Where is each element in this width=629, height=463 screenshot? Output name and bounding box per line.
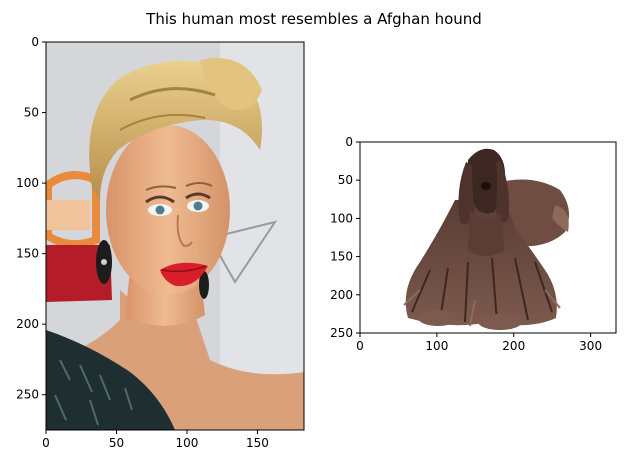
human-ytick-label: 100 [16, 176, 39, 190]
human-xtick-label: 50 [109, 436, 124, 450]
dog-ytick-label: 200 [330, 288, 353, 302]
dog-photo [360, 142, 616, 333]
axes-human: 0 50 100 150 0 50 100 150 200 250 [16, 35, 305, 450]
dog-xtick-label: 200 [502, 339, 525, 353]
dog-ytick-label: 150 [330, 250, 353, 264]
dog-front-paw [418, 310, 458, 326]
banner-red-block [46, 245, 112, 302]
dog-xtick-label: 100 [425, 339, 448, 353]
human-ytick-label: 200 [16, 317, 39, 331]
human-ytick-label: 250 [16, 388, 39, 402]
axes-human-frame [45, 41, 305, 431]
axes-dog-yticks: 0 50 100 150 200 250 [330, 135, 360, 340]
axes-dog-xticks: 0 100 200 300 [356, 333, 602, 353]
banner-orange-logo [46, 171, 100, 249]
dog-ytick-label: 100 [330, 211, 353, 225]
dog-head [467, 148, 506, 214]
dress [46, 330, 175, 430]
dog-xtick-label: 0 [356, 339, 364, 353]
axes-human-xticks: 0 50 100 150 [42, 430, 269, 450]
figure-title: This human most resembles a Afghan hound [145, 10, 482, 28]
human-xtick-label: 0 [42, 436, 50, 450]
axes-human-yticks: 0 50 100 150 200 250 [16, 35, 46, 402]
human-xtick-label: 100 [176, 436, 199, 450]
axes-dog-frame [359, 141, 617, 334]
dog-xtick-label: 300 [579, 339, 602, 353]
human-ytick-label: 150 [16, 247, 39, 261]
human-xtick-label: 150 [246, 436, 269, 450]
human-photo [46, 42, 304, 430]
human-ytick-label: 50 [24, 106, 39, 120]
dog-ytick-label: 50 [338, 173, 353, 187]
human-ytick-label: 0 [31, 35, 39, 49]
dog-ytick-label: 0 [345, 135, 353, 149]
dog-ytick-label: 250 [330, 326, 353, 340]
axes-dog: 0 100 200 300 0 50 100 150 200 250 [330, 135, 617, 353]
